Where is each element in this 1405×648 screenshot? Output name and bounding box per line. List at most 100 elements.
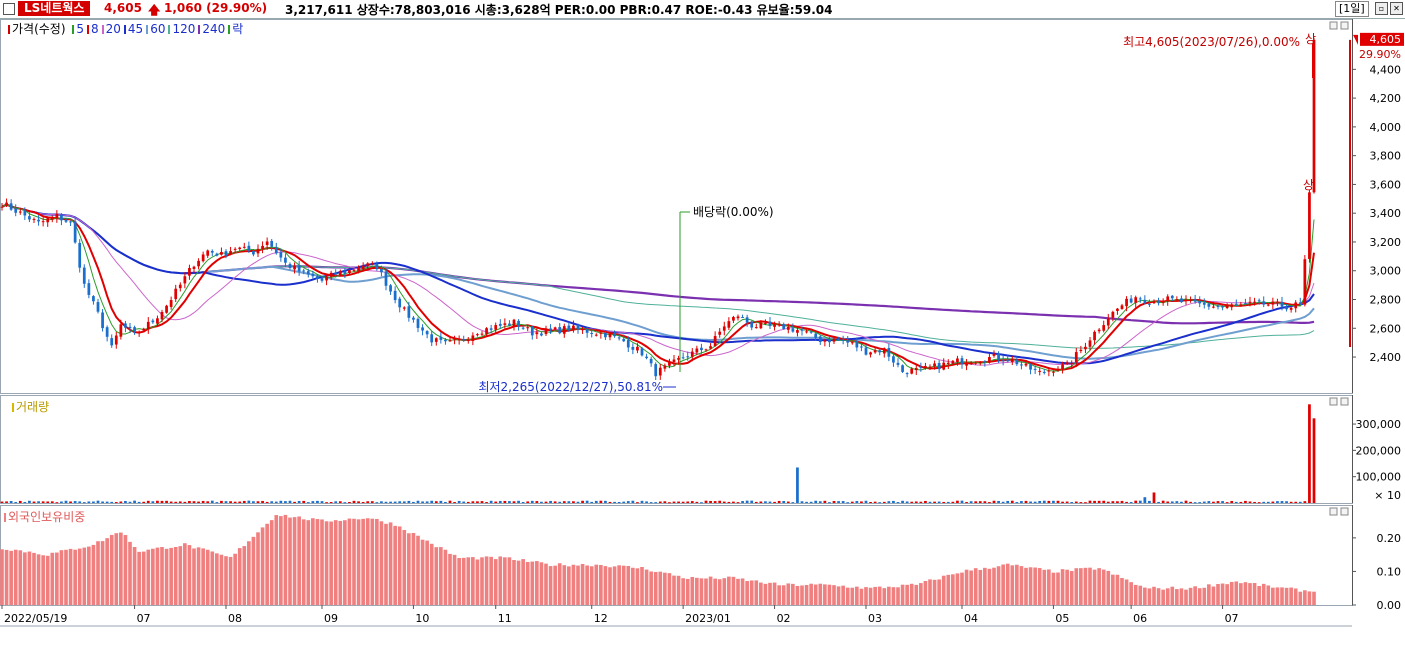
candle-body: [617, 337, 621, 339]
candle-body: [256, 248, 260, 254]
foreign-bar: [1202, 587, 1207, 605]
volume-bar: [73, 501, 77, 503]
foreign-bar: [475, 559, 480, 605]
candle-body: [284, 257, 287, 263]
volume-bar: [814, 500, 818, 503]
foreign-bar: [251, 536, 256, 605]
foreign-bar: [983, 567, 987, 605]
legend-mark-1: [87, 25, 89, 34]
candle-body: [1052, 371, 1055, 373]
foreign-bar: [0, 549, 4, 605]
checkbox-icon[interactable]: [3, 3, 15, 15]
foreign-bar: [1115, 574, 1120, 605]
candle-body: [1148, 303, 1151, 305]
candle-body: [517, 320, 520, 327]
volume-bar: [1285, 501, 1288, 503]
foreign-bar: [1143, 587, 1147, 605]
foreign-bar: [1252, 583, 1257, 605]
period-selector[interactable]: [1일]: [1335, 1, 1369, 17]
candle-body: [1143, 300, 1147, 304]
candle-body: [233, 248, 237, 250]
foreign-bar: [333, 520, 338, 605]
volume-bar: [398, 501, 402, 503]
volume-bar: [439, 500, 443, 503]
volume-bar: [343, 502, 347, 504]
restore-icon[interactable]: ▫: [1375, 2, 1388, 15]
candle-body: [402, 307, 406, 309]
candle-body: [87, 283, 91, 295]
foreign-bar: [1005, 563, 1010, 605]
volume-bar: [722, 501, 726, 503]
volume-bar: [777, 500, 781, 503]
volume-bar: [636, 502, 639, 504]
candle-body: [220, 251, 223, 255]
candle-body: [1262, 301, 1266, 305]
volume-bar: [1266, 501, 1270, 503]
candle-body: [1216, 305, 1220, 307]
candle-body: [672, 359, 676, 362]
candle-body: [1042, 371, 1046, 373]
volume-bar: [1152, 492, 1156, 503]
candle-body: [508, 323, 511, 326]
volume-bar: [1084, 502, 1087, 504]
candle-body: [1116, 308, 1119, 311]
candle-body: [1285, 306, 1288, 310]
foreign-bar: [471, 557, 475, 605]
foreign-bar: [164, 548, 169, 605]
candle-body: [178, 284, 182, 289]
foreign-bar: [448, 553, 452, 605]
volume-bar: [658, 501, 662, 503]
volume-bar: [576, 501, 580, 503]
volume-bar: [988, 502, 991, 504]
volume-bar: [316, 500, 319, 503]
foreign-bar: [1092, 569, 1097, 605]
ma-45-line: [1, 203, 1315, 365]
candle-body: [1020, 364, 1023, 366]
volume-bar: [160, 500, 164, 503]
candle-body: [23, 210, 27, 216]
candle-body: [183, 276, 187, 284]
candle-body: [416, 318, 420, 328]
candle-body: [124, 323, 127, 328]
foreign-bar: [562, 565, 567, 605]
foreign-bar: [343, 520, 347, 605]
candle-body: [174, 288, 178, 300]
close-icon[interactable]: ✕: [1390, 2, 1403, 15]
volume-bar: [270, 501, 274, 503]
volume-bar: [1312, 418, 1316, 503]
volume-bar: [188, 501, 191, 503]
candle-body: [119, 324, 123, 337]
candle-body: [357, 268, 360, 272]
volume-bar: [485, 502, 488, 504]
x-tick-label-3: 09: [324, 612, 338, 625]
candle-body: [553, 327, 557, 330]
candle-body: [325, 277, 328, 281]
volume-bar: [421, 501, 424, 503]
foreign-bar: [1284, 587, 1289, 605]
volume-bar: [759, 501, 763, 503]
foreign-bar: [544, 563, 548, 605]
candle-body: [320, 278, 324, 281]
stock-name[interactable]: LS네트웍스: [18, 1, 91, 16]
candle-body: [28, 216, 31, 220]
candle-body: [576, 324, 580, 330]
volume-bar: [681, 501, 685, 503]
price-tick-label-6: 3,600: [1370, 178, 1402, 191]
volume-bar: [805, 501, 808, 503]
volume-bar: [668, 502, 671, 504]
legend-item-3: 45: [127, 22, 144, 36]
candle-body: [622, 338, 626, 342]
candle-body: [1193, 299, 1197, 302]
foreign-bar: [708, 576, 713, 605]
volume-bar: [146, 500, 150, 503]
volume-legend-mark: [12, 403, 14, 412]
candle-body: [142, 328, 146, 331]
volume-bar: [901, 500, 904, 503]
foreign-bar: [663, 572, 667, 605]
volume-bar: [919, 501, 923, 503]
limit-up-mark: 상: [1303, 178, 1314, 192]
volume-bar: [764, 501, 767, 503]
foreign-bar: [649, 571, 653, 605]
foreign-bar: [521, 559, 525, 605]
